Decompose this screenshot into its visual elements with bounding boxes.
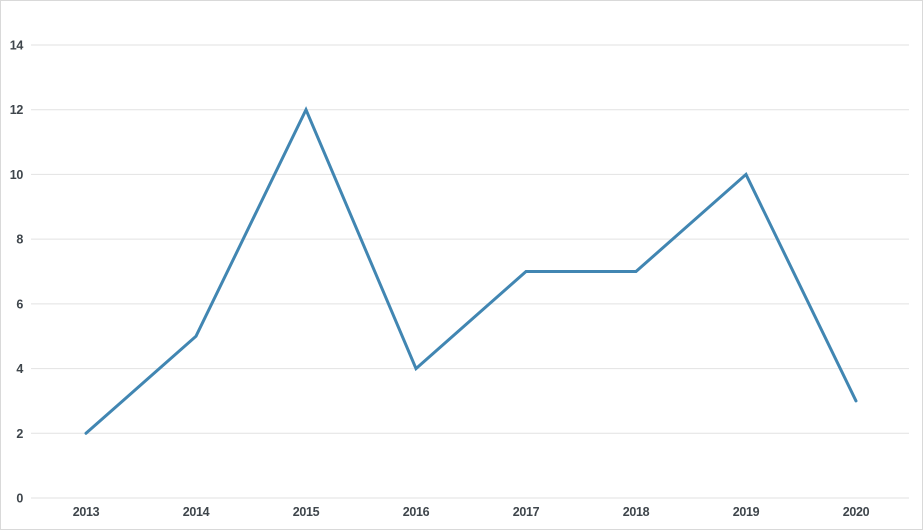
x-tick-label: 2017	[513, 505, 540, 519]
x-tick-label: 2013	[73, 505, 100, 519]
y-tick-label: 10	[10, 168, 24, 182]
x-tick-label: 2015	[293, 505, 320, 519]
x-tick-label: 2014	[183, 505, 210, 519]
y-tick-label: 14	[10, 39, 24, 53]
y-tick-label: 12	[10, 103, 24, 117]
x-tick-label: 2018	[623, 505, 650, 519]
x-tick-label: 2020	[843, 505, 870, 519]
y-tick-label: 6	[16, 297, 23, 311]
x-tick-label: 2019	[733, 505, 760, 519]
data-line-series	[84, 106, 858, 435]
x-tick-label: 2016	[403, 505, 430, 519]
y-tick-label: 0	[16, 492, 23, 506]
y-tick-label: 8	[16, 233, 23, 247]
y-tick-label: 4	[16, 362, 23, 376]
y-tick-label: 2	[16, 427, 23, 441]
